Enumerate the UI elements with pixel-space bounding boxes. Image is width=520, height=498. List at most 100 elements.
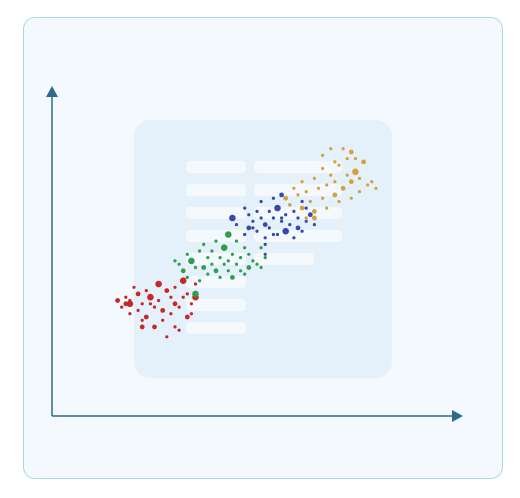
scatter-point [220, 244, 228, 251]
scatter-point [143, 314, 149, 320]
scatter-point [263, 236, 267, 240]
scatter-point [267, 226, 271, 230]
scatter-point [352, 168, 359, 176]
scatter-point [296, 216, 300, 220]
scatter-point [229, 214, 236, 222]
scatter-point [206, 272, 210, 276]
scatter-point [126, 300, 134, 308]
scatter-point [259, 199, 263, 204]
scatter-point [193, 265, 198, 270]
scatter-point [348, 179, 354, 185]
scatter-point [243, 206, 247, 210]
scatter-point [193, 282, 198, 286]
y-axis-arrowhead [46, 86, 58, 97]
data-points [115, 147, 378, 339]
scatter-point [340, 185, 346, 191]
scatter-point [230, 252, 234, 256]
scatter-point [312, 215, 317, 221]
scatter-point [271, 196, 275, 200]
scatter-point [128, 298, 132, 303]
scatter-point [169, 295, 173, 299]
scatter-point [255, 262, 259, 266]
scatter-point [274, 204, 281, 212]
scatter-point [312, 223, 316, 227]
scatter-point [189, 302, 193, 306]
scatter-point [337, 163, 341, 167]
scatter-point [316, 186, 321, 190]
scatter-point [173, 325, 177, 329]
scatter-point [213, 268, 219, 274]
scatter-point [148, 302, 152, 306]
scatter-point [188, 257, 195, 265]
scatter-point [185, 252, 189, 256]
scatter-point [177, 328, 181, 332]
scatter-point [259, 216, 263, 220]
scatter-point [292, 236, 296, 240]
scatter-point [135, 291, 141, 297]
scatter-point [226, 259, 230, 263]
scatter-point [152, 324, 157, 330]
scatter-point [246, 225, 252, 231]
scatter-point [247, 252, 251, 256]
scatter-point [243, 246, 247, 250]
scatter-point [292, 209, 296, 213]
scatter-point [304, 219, 308, 223]
scatter-point [263, 252, 267, 256]
scatter-point [218, 256, 222, 260]
scatter-point [161, 318, 165, 322]
scatter-point [136, 308, 140, 312]
scatter-point [304, 190, 308, 194]
scatter-point [321, 166, 325, 171]
scatter-point [288, 223, 292, 227]
scatter-point [308, 199, 312, 204]
scatter-point [160, 308, 166, 313]
scatter-point [157, 298, 161, 303]
scatter-point [325, 183, 329, 187]
scatter-point [299, 205, 305, 211]
scatter-point [201, 265, 207, 270]
scatter-point [189, 312, 193, 316]
background-document-illustration [134, 120, 392, 378]
scatter-point [271, 232, 275, 237]
scatter-point [214, 239, 218, 243]
scatter-point [349, 196, 353, 200]
scatter-point [247, 213, 251, 217]
scatter-point [312, 209, 317, 214]
scatter-point [357, 176, 362, 180]
scatter-point [230, 275, 235, 280]
scatter-point [255, 229, 259, 233]
scatter-point [181, 295, 185, 299]
scatter-point [321, 196, 325, 200]
scatter-point [251, 219, 255, 223]
scatter-point [234, 239, 239, 243]
scatter-point [329, 147, 333, 151]
scatter-point [124, 295, 128, 299]
scatter-point [144, 289, 148, 293]
scatter-point [304, 206, 308, 210]
scatter-point [140, 318, 144, 322]
scatter-point [296, 193, 300, 197]
scatter-point [234, 223, 239, 227]
scatter-point [185, 292, 189, 296]
scatter-point [279, 192, 284, 198]
scatter-point [169, 312, 173, 316]
scatter-point [307, 212, 313, 218]
scatter-point [263, 256, 267, 260]
scatter-point [284, 213, 288, 217]
scatter-point [357, 190, 362, 194]
scatter-point [280, 219, 284, 223]
scatter-point [345, 173, 349, 177]
scatter-point [353, 157, 357, 161]
scatter-point [210, 249, 214, 253]
scatter-point [280, 216, 284, 220]
scatter-point [140, 302, 144, 306]
scatter-point [185, 275, 189, 279]
scatter-point [251, 226, 255, 230]
scatter-point [361, 159, 366, 165]
scatter-point [262, 222, 268, 228]
scatter-point [177, 262, 181, 266]
scatter-point [152, 305, 157, 309]
scatter-point [164, 288, 170, 293]
scatter-point [275, 232, 280, 237]
